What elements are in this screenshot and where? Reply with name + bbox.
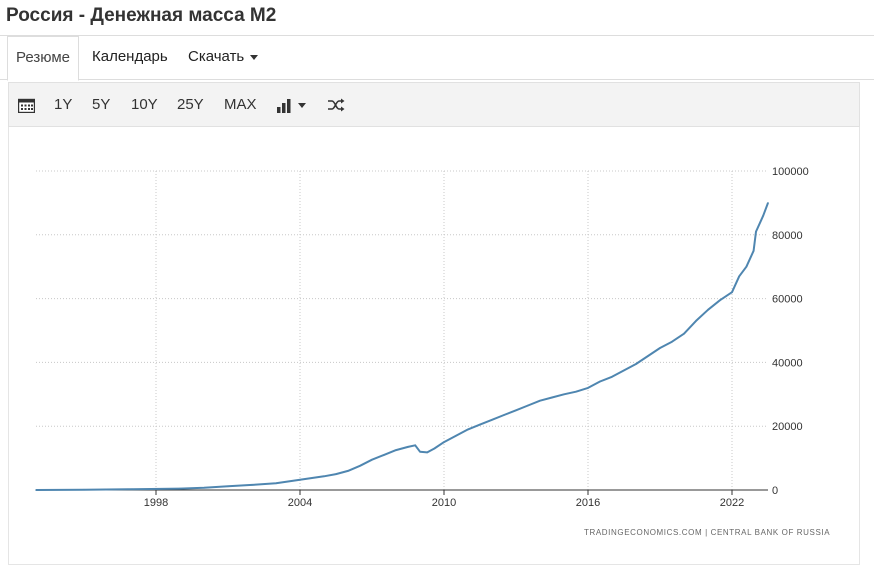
tab-summary[interactable]: Резюме <box>7 36 79 81</box>
shuffle-button[interactable] <box>327 83 345 126</box>
source-separator: | <box>705 528 711 537</box>
range-1y-button[interactable]: 1Y <box>54 96 73 113</box>
source-right: CENTRAL BANK OF RUSSIA <box>710 528 831 537</box>
bar-chart-icon <box>277 98 291 113</box>
chart-toolbar: 1Y 5Y 10Y 25Y MAX <box>8 82 860 127</box>
title-bar: Россия - Денежная масса M2 <box>0 0 874 36</box>
tab-calendar-label: Календарь <box>92 48 168 65</box>
chart-panel <box>8 127 860 565</box>
range-10y-button[interactable]: 10Y <box>131 96 158 113</box>
tab-bar: Резюме Календарь Скачать <box>0 36 874 81</box>
tab-download-label: Скачать <box>188 48 245 65</box>
page-title: Россия - Денежная масса M2 <box>6 5 277 26</box>
calendar-icon[interactable] <box>17 83 36 126</box>
tab-calendar[interactable]: Календарь <box>84 36 176 79</box>
chart-type-button[interactable] <box>276 83 306 126</box>
chevron-down-icon <box>298 102 306 108</box>
chart-source: TRADINGECONOMICS.COM | CENTRAL BANK OF R… <box>584 528 830 537</box>
source-left: TRADINGECONOMICS.COM <box>584 528 703 537</box>
range-max-button[interactable]: MAX <box>224 96 257 113</box>
chevron-down-icon <box>250 54 259 60</box>
range-5y-button[interactable]: 5Y <box>92 96 111 113</box>
range-25y-button[interactable]: 25Y <box>177 96 204 113</box>
shuffle-icon <box>328 98 345 112</box>
tab-download[interactable]: Скачать <box>180 36 266 79</box>
tab-summary-label: Резюме <box>16 49 70 66</box>
